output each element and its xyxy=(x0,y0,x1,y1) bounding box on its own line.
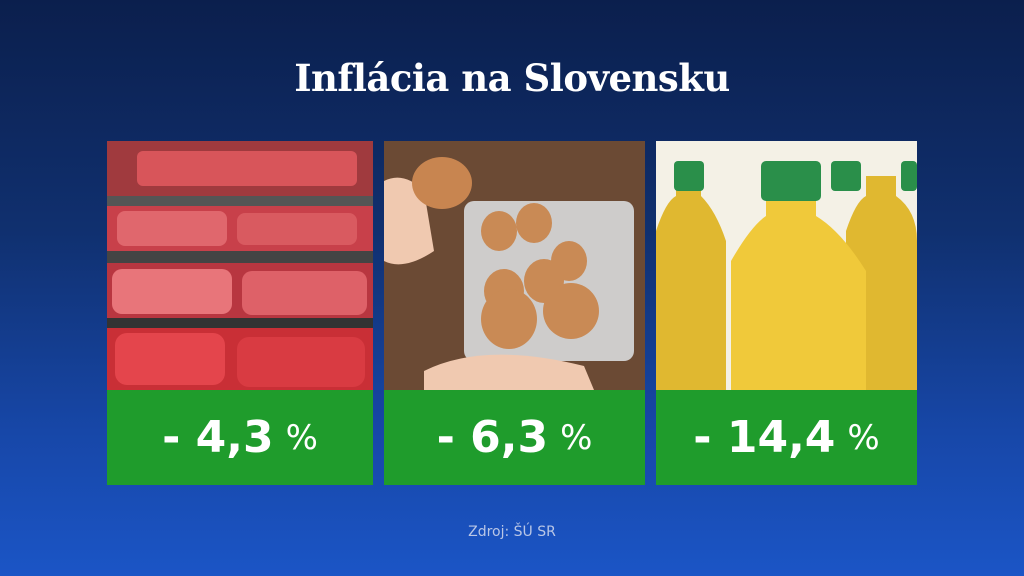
oil-image xyxy=(656,141,917,390)
value-band: - 6,3% xyxy=(384,390,645,485)
card: - 14,4% xyxy=(656,141,917,485)
meat-image xyxy=(107,141,373,390)
unit: % xyxy=(560,417,593,458)
value: - 6,3 xyxy=(436,412,549,463)
eggs-image xyxy=(384,141,645,390)
title: Inflácia na Slovensku xyxy=(294,56,730,100)
unit: % xyxy=(285,417,318,458)
unit: % xyxy=(847,417,880,458)
value: - 4,3 xyxy=(162,412,274,463)
card: - 4,3% xyxy=(107,141,373,485)
source: Zdroj: ŠÚ SR xyxy=(468,524,556,540)
card: - 6,3% xyxy=(384,141,645,485)
value-band: - 4,3% xyxy=(107,390,373,485)
value: - 14,4 xyxy=(693,412,836,463)
value-band: - 14,4% xyxy=(656,390,917,485)
